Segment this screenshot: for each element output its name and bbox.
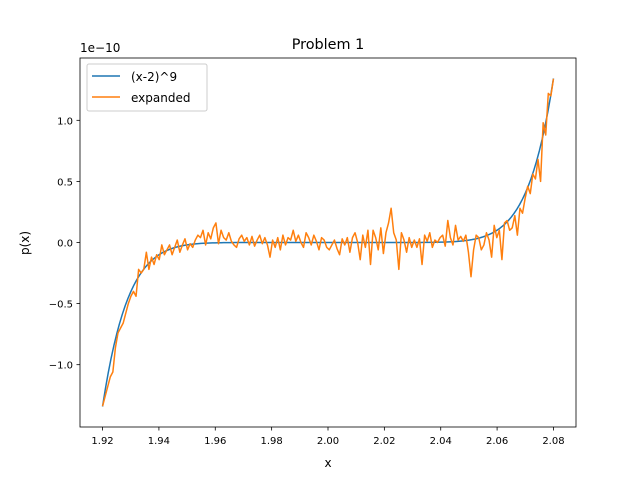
x-tick-label: 1.98 bbox=[261, 436, 283, 447]
x-tick-label: 2.02 bbox=[373, 436, 395, 447]
chart-title: Problem 1 bbox=[292, 37, 365, 53]
x-axis: 1.92 1.94 1.96 1.98 2.00 2.02 2.04 2.06 2.08 bbox=[91, 427, 565, 447]
series-layer bbox=[101, 78, 555, 407]
y-tick-label: −1.0 bbox=[49, 361, 73, 372]
x-tick-label: 2.06 bbox=[486, 436, 508, 447]
y-axis-label: p(x) bbox=[18, 231, 32, 255]
x-tick-label: 2.00 bbox=[317, 436, 339, 447]
y-tick-label: 0.0 bbox=[57, 239, 73, 250]
plot-area bbox=[101, 78, 555, 407]
legend-label-series-2: expanded bbox=[131, 91, 190, 105]
series-line-expanded bbox=[101, 78, 555, 407]
y-offset-label: 1e−10 bbox=[80, 41, 120, 55]
plot-frame bbox=[79, 57, 577, 428]
x-tick-label: 2.08 bbox=[542, 436, 564, 447]
x-tick-label: 1.92 bbox=[91, 436, 113, 447]
x-axis-label: x bbox=[324, 456, 331, 470]
x-tick-label: 2.04 bbox=[430, 436, 452, 447]
x-tick-label: 1.96 bbox=[204, 436, 226, 447]
y-axis: −1.0 −0.5 0.0 0.5 1.0 bbox=[49, 116, 80, 372]
y-tick-label: 1.0 bbox=[57, 116, 73, 127]
y-tick-label: 0.5 bbox=[57, 177, 73, 188]
y-tick-label: −0.5 bbox=[49, 300, 73, 311]
legend: (x-2)^9 expanded bbox=[86, 63, 208, 112]
x-tick-label: 1.94 bbox=[148, 436, 170, 447]
legend-label-series-1: (x-2)^9 bbox=[131, 70, 177, 84]
